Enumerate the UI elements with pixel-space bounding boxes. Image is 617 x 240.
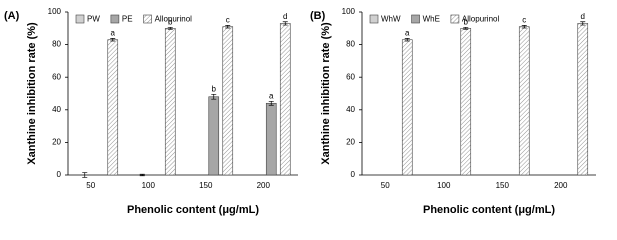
x-tick-label: 200 xyxy=(257,181,271,190)
y-tick-label: 40 xyxy=(52,105,61,114)
bar xyxy=(164,27,176,176)
error-bar xyxy=(211,93,217,100)
significance-letter: c xyxy=(522,15,526,24)
legend-swatch xyxy=(143,14,152,24)
legend-label: WhW xyxy=(381,15,401,24)
x-tick-label: 50 xyxy=(86,181,95,190)
bar xyxy=(222,26,234,176)
significance-letter: b xyxy=(168,17,173,26)
legend-swatch xyxy=(450,14,460,24)
bar xyxy=(279,23,291,176)
significance-letter: d xyxy=(581,12,585,21)
error-bar xyxy=(167,26,173,30)
legend-label: Allopurinol xyxy=(155,15,193,24)
legend-label: WhE xyxy=(423,15,440,24)
error-bar xyxy=(282,21,288,26)
panel-label: (B) xyxy=(310,10,326,22)
y-tick-label: 60 xyxy=(52,72,61,81)
bar xyxy=(577,23,589,176)
significance-letter: b xyxy=(464,17,469,26)
legend-swatch xyxy=(110,14,120,24)
y-tick-label: 0 xyxy=(57,170,62,179)
significance-letter: a xyxy=(405,29,410,38)
y-tick-label: 80 xyxy=(346,40,355,49)
x-tick-label: 50 xyxy=(381,181,390,190)
legend-swatch xyxy=(75,14,85,24)
bar xyxy=(107,39,119,176)
significance-letter: b xyxy=(212,84,217,93)
legend-swatch xyxy=(411,14,420,24)
error-bar xyxy=(225,25,231,29)
significance-letter: a xyxy=(269,91,274,100)
x-axis-label: Phenolic content (μg/mL) xyxy=(127,204,259,216)
bar xyxy=(208,96,220,176)
error-bar xyxy=(139,173,145,177)
y-axis-label: Xanthine inhibition rate (%) xyxy=(320,22,332,165)
x-tick-label: 100 xyxy=(142,181,156,190)
y-axis-label: Xanthine inhibition rate (%) xyxy=(26,22,38,165)
bar xyxy=(265,102,277,176)
legend-label: PW xyxy=(87,15,100,24)
y-tick-label: 0 xyxy=(351,170,356,179)
figure: (A) Xanthine inhibition rate (%) Phenolic … xyxy=(4,7,596,216)
y-tick-label: 60 xyxy=(346,72,355,81)
error-bar xyxy=(404,38,410,42)
significance-letter: c xyxy=(226,15,230,24)
bar xyxy=(518,26,530,176)
error-bar xyxy=(110,38,116,42)
y-tick-label: 20 xyxy=(52,138,61,147)
error-bar xyxy=(521,25,527,29)
error-bar xyxy=(268,100,274,106)
x-tick-label: 200 xyxy=(554,181,568,190)
legend-swatch xyxy=(369,14,379,24)
x-tick-label: 150 xyxy=(199,181,213,190)
x-tick-label: 100 xyxy=(437,181,451,190)
significance-letter: d xyxy=(283,12,287,21)
y-tick-label: 100 xyxy=(48,7,62,16)
bar xyxy=(460,27,472,176)
error-bar xyxy=(580,21,586,26)
y-tick-label: 40 xyxy=(346,105,355,114)
y-tick-label: 80 xyxy=(52,40,61,49)
error-bar xyxy=(82,172,88,178)
error-bar xyxy=(463,26,469,30)
significance-letter: a xyxy=(111,29,116,38)
panel-label: (A) xyxy=(4,10,20,22)
x-axis-label: Phenolic content (μg/mL) xyxy=(423,204,555,216)
legend-label: PE xyxy=(122,15,133,24)
y-tick-label: 100 xyxy=(342,7,356,16)
y-tick-label: 20 xyxy=(346,138,355,147)
bar xyxy=(401,39,413,176)
legend-label: Allopurinol xyxy=(462,15,500,24)
x-tick-label: 150 xyxy=(496,181,510,190)
